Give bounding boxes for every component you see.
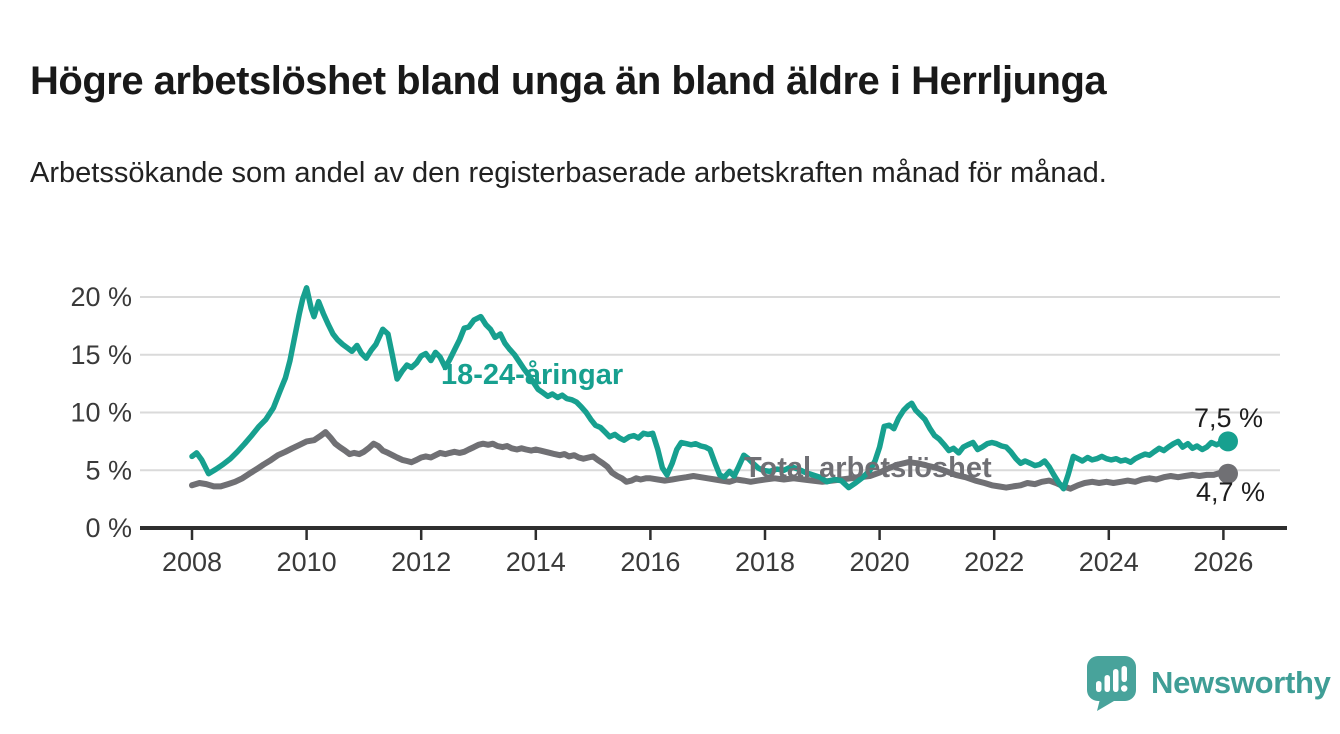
x-tick-label: 2010	[277, 547, 337, 577]
brand-name: Newsworthy	[1151, 665, 1331, 700]
series-label-young: 18-24-åringar	[441, 359, 624, 391]
x-tick-label: 2012	[391, 547, 451, 577]
series-end-dot-total	[1217, 463, 1238, 484]
newsworthy-bubble-chart-icon	[1087, 656, 1136, 711]
y-tick-label: 20 %	[70, 282, 132, 312]
x-tick-label: 2020	[850, 547, 910, 577]
series-line-young	[189, 285, 1231, 492]
series-end-dot-young	[1217, 431, 1238, 452]
y-tick-label: 5 %	[85, 455, 132, 485]
end-value-label-young: 7,5 %	[1194, 403, 1264, 433]
x-tick-label: 2018	[735, 547, 795, 577]
x-tick-label: 2008	[162, 547, 222, 577]
x-tick-label: 2026	[1193, 547, 1253, 577]
page-title: Högre arbetslöshet bland unga än bland ä…	[30, 58, 1107, 103]
y-tick-label: 10 %	[70, 398, 132, 428]
series-line-total	[189, 429, 1231, 492]
x-tick-label: 2022	[964, 547, 1024, 577]
x-tick-label: 2016	[620, 547, 680, 577]
newsworthy-logo: Newsworthy	[1085, 656, 1331, 711]
x-tick-label: 2014	[506, 547, 566, 577]
y-tick-label: 15 %	[70, 340, 132, 370]
series-label-total: Total arbetslöshet	[744, 452, 992, 484]
chart-subtitle: Arbetssökande som andel av den registerb…	[30, 157, 1107, 189]
end-value-label-total: 4,7 %	[1196, 477, 1266, 507]
y-tick-label: 0 %	[85, 513, 132, 543]
x-tick-label: 2024	[1079, 547, 1139, 577]
